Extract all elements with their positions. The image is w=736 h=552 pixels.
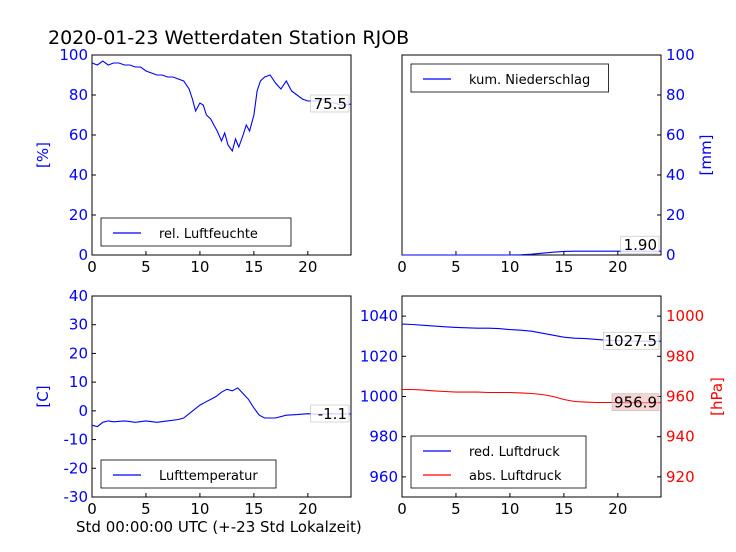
panel-bottom-right-legend-label: red. Luftdruck (469, 445, 560, 460)
panel-bottom-left-ytick-label: -30 (64, 488, 89, 506)
panel-bottom-left-legend-box (100, 459, 277, 489)
figure-xlabel: Std 00:00:00 UTC (+-23 Std Lokalzeit) (76, 518, 362, 536)
panel-top-right-xtick-label: 5 (451, 258, 461, 276)
panel-bottom-left-ytick-label: 0 (78, 402, 88, 420)
panel-bottom-left-xtick-label: 15 (244, 500, 263, 518)
panel-bottom-left-xtick-label: 5 (141, 500, 151, 518)
panel-bottom-right-xtick-label: 15 (554, 500, 573, 518)
panel-top-left-xtick-label: 10 (190, 258, 209, 276)
panel-bottom-right-s1-last-value: 956.9 (614, 394, 657, 412)
panel-bottom-left-xtick-label: 20 (298, 500, 317, 518)
panel-top-right-last-value-box (620, 235, 660, 254)
panel-top-right-xtick-label: 10 (500, 258, 519, 276)
panel-bottom-left-ytick-label: 30 (69, 316, 88, 334)
panel-bottom-left-legend-label: Lufttemperatur (159, 469, 258, 484)
panel-bottom-left-ytick-label: 40 (69, 287, 88, 305)
panel-top-right-xtick-label: 15 (554, 258, 573, 276)
panel-bottom-left-xtick-label: 0 (87, 500, 97, 518)
panel-top-left-series-line-0 (91, 60, 352, 153)
panel-top-left-legend-box (100, 217, 292, 247)
panel-bottom-right-ylabel: [hPa] (708, 377, 726, 416)
panel-top-right-series-line-0 (402, 250, 661, 256)
panel-top-left-frame (91, 54, 352, 256)
panel-top-right-frame (401, 54, 662, 256)
panel-top-left-xtick-label: 20 (298, 258, 317, 276)
panel-bottom-left-ytick-label: -10 (64, 431, 89, 449)
figure-title: 2020-01-23 Wetterdaten Station RJOB (48, 27, 409, 49)
panel-bottom-right-legend-box (410, 435, 587, 489)
panel-bottom-left-ytick-label: 20 (69, 344, 88, 362)
panel-bottom-right-xtick-label: 10 (500, 500, 519, 518)
panel-top-right-last-value: 1.90 (624, 236, 657, 254)
panel-bottom-left-last-value: -1.1 (318, 405, 347, 423)
panel-bottom-right-right-ytick-label: 960 (666, 388, 695, 406)
panel-bottom-right-xtick-label: 20 (608, 500, 627, 518)
panel-bottom-right-left-ytick-label: 1040 (360, 307, 398, 325)
panel-bottom-left-last-value-box (310, 404, 350, 423)
panel-top-right-xtick-label: 20 (608, 258, 627, 276)
panel-bottom-right-right-ytick-label: 980 (666, 347, 695, 365)
panel-bottom-right-s0-last-value: 1027.5 (605, 332, 658, 350)
panel-bottom-left-series-line-0 (91, 387, 351, 428)
panel-bottom-right-left-ytick-label: 1000 (360, 388, 398, 406)
panel-bottom-right-right-ytick-label: 920 (666, 468, 695, 486)
panel-top-right-ytick-label: 40 (666, 166, 685, 184)
panel-bottom-left-ytick-label: -20 (64, 459, 89, 477)
panel-top-left-ytick-label: 0 (78, 246, 88, 264)
panel-bottom-right-left-ytick-label: 960 (369, 468, 398, 486)
panel-top-right-legend-label: kum. Niederschlag (469, 73, 590, 88)
panel-bottom-right-legend-label: abs. Luftdruck (469, 469, 562, 484)
panel-top-right-ytick-label: 20 (666, 206, 685, 224)
panel-bottom-right-left-ytick-label: 1020 (360, 347, 398, 365)
panel-top-right-ytick-label: 60 (666, 126, 685, 144)
panel-top-left-ytick-label: 40 (69, 166, 88, 184)
panel-top-left-ytick-label: 20 (69, 206, 88, 224)
panel-top-left-ytick-label: 100 (59, 46, 88, 64)
panel-top-right-ytick-label: 0 (666, 246, 676, 264)
panel-bottom-left-ylabel: [C] (34, 385, 52, 407)
panel-bottom-left-frame (91, 295, 352, 498)
panel-bottom-left-xtick-label: 10 (190, 500, 209, 518)
panel-top-right-ylabel: [mm] (697, 135, 715, 176)
panel-top-left-ytick-label: 80 (69, 86, 88, 104)
panel-top-right-xtick-label: 0 (397, 258, 407, 276)
panel-bottom-right-right-ytick-label: 940 (666, 428, 695, 446)
panel-top-right-ytick-label: 100 (666, 46, 695, 64)
panel-top-left-ytick-label: 60 (69, 126, 88, 144)
panel-top-left-ylabel: [%] (34, 142, 52, 168)
panel-top-left-xtick-label: 0 (87, 258, 97, 276)
panel-top-left-last-value-box (310, 94, 350, 113)
panel-top-left-xtick-label: 15 (244, 258, 263, 276)
panel-top-left-xtick-label: 5 (141, 258, 151, 276)
panel-bottom-right-s0-last-value-box (603, 331, 660, 350)
panel-bottom-right-xtick-label: 5 (451, 500, 461, 518)
panel-top-right-legend-box (410, 63, 609, 93)
panel-top-right-ytick-label: 80 (666, 86, 685, 104)
panel-bottom-right-right-ytick-label: 1000 (666, 307, 704, 325)
panel-top-left-last-value: 75.5 (314, 95, 347, 113)
panel-bottom-right-xtick-label: 0 (397, 500, 407, 518)
panel-bottom-right-s1-last-value-box (611, 393, 660, 412)
panel-bottom-right-left-ytick-label: 980 (369, 428, 398, 446)
panel-top-left-legend-label: rel. Luftfeuchte (159, 227, 258, 242)
panel-bottom-left-ytick-label: 10 (69, 373, 88, 391)
